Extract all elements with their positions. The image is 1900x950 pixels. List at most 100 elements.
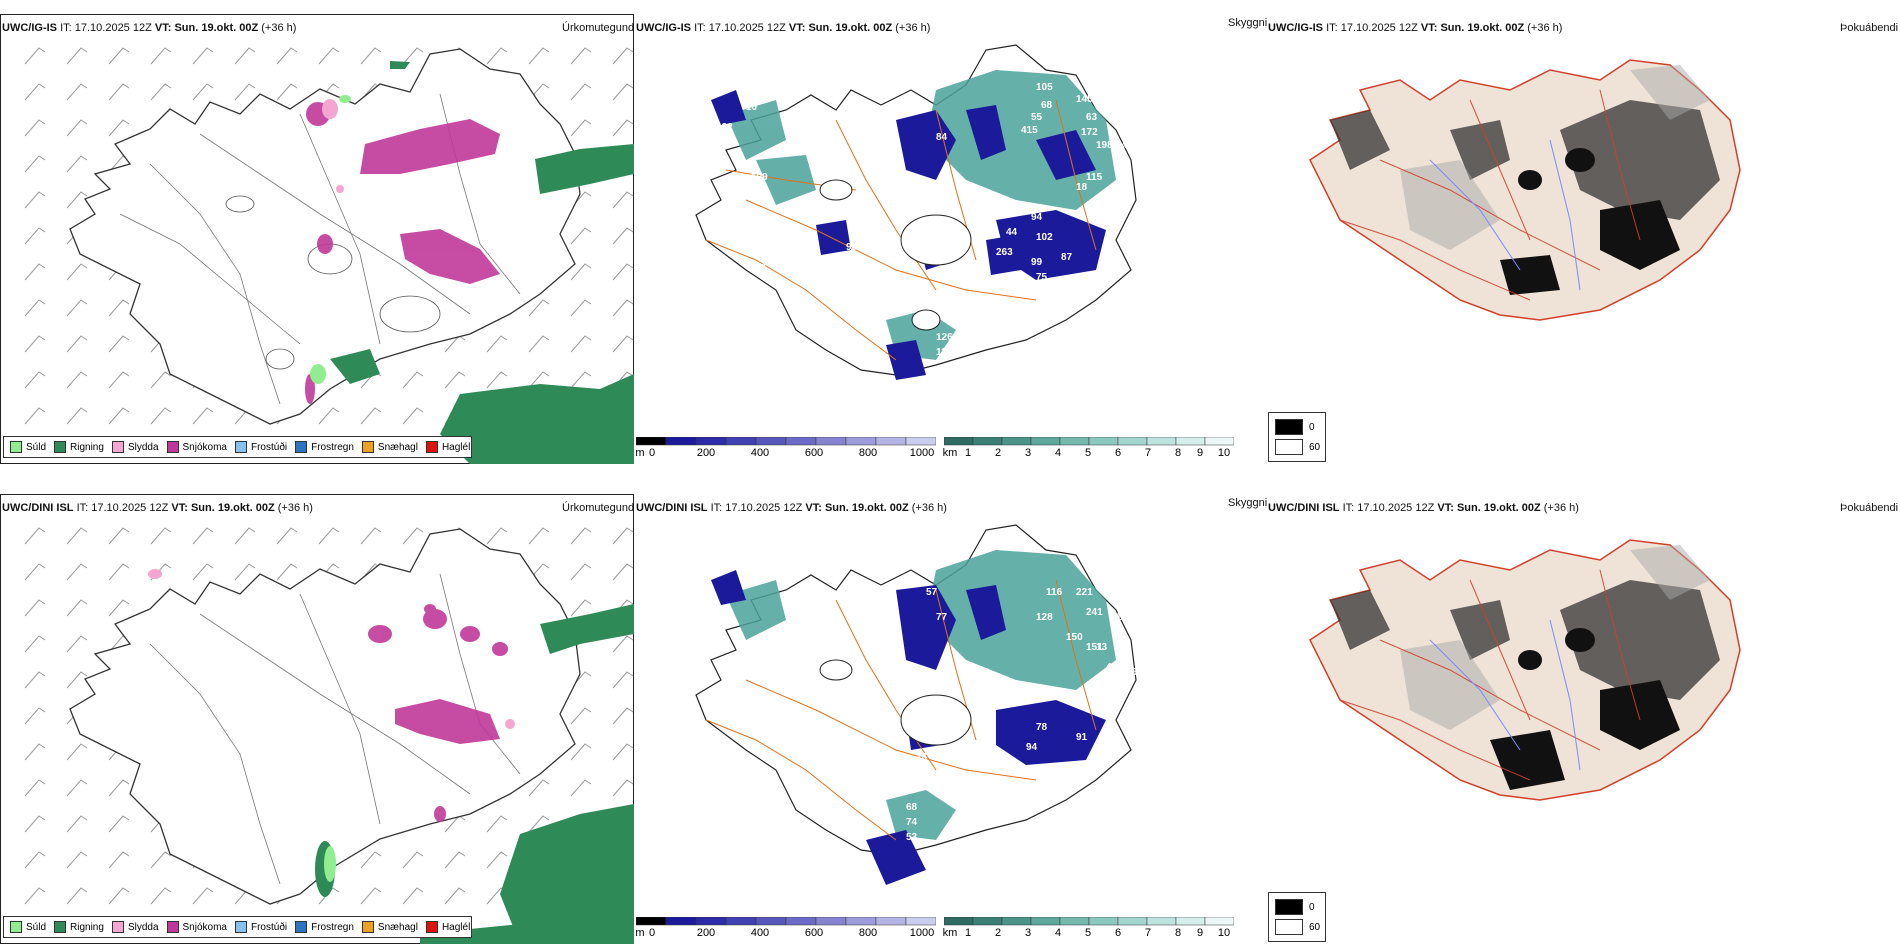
- wind-barb: [570, 371, 592, 389]
- scale-tick: 4: [1054, 447, 1062, 459]
- wind-barb: [360, 47, 382, 65]
- colorbar-segment: [944, 437, 974, 446]
- colorbar-segment: [905, 917, 936, 926]
- row1-vis-title: Skyggni: [1228, 17, 1268, 29]
- visibility-colorbar: [944, 437, 1234, 446]
- cloud-base-label: 109: [751, 172, 768, 183]
- wind-barb: [444, 851, 466, 869]
- wind-barb: [402, 527, 424, 545]
- colorbar-segment: [755, 917, 787, 926]
- scale-tick: 3: [1024, 447, 1032, 459]
- scale-tick: 10: [1217, 927, 1231, 939]
- wind-barb: [192, 887, 214, 905]
- wind-barb: [66, 851, 88, 869]
- wind-barb: [108, 335, 130, 353]
- row1-precip-map: [24, 47, 634, 464]
- cloud-base-label: 76: [916, 752, 928, 763]
- cloud-base-label: 91: [1076, 732, 1088, 743]
- wind-barb: [24, 407, 46, 425]
- scale-tick: 800: [858, 447, 878, 459]
- wind-barb: [108, 83, 130, 101]
- cloud-base-label: 63: [1086, 112, 1098, 123]
- scale-unit: m: [635, 447, 645, 459]
- wind-barb: [108, 371, 130, 389]
- cloud-base-label: 70: [1096, 702, 1108, 713]
- scale-tick: 9: [1196, 927, 1204, 939]
- wind-barb: [108, 407, 130, 425]
- wind-barb: [66, 335, 88, 353]
- cloud-base-label: 128: [761, 247, 778, 258]
- colorbar-segment: [1030, 437, 1061, 446]
- cloud-base-label: 75: [1036, 272, 1048, 283]
- wind-barb: [24, 155, 46, 173]
- wind-barb: [402, 47, 424, 65]
- wind-barb: [192, 563, 214, 581]
- wind-barb: [24, 599, 46, 617]
- cloud-base-label: 249: [1116, 140, 1133, 151]
- wind-barb: [612, 335, 634, 353]
- colorbar-segment: [1088, 917, 1119, 926]
- wind-barb: [360, 527, 382, 545]
- scale-tick: 6: [1114, 447, 1122, 459]
- row1-fog-map: [1309, 59, 1741, 321]
- legend-item: Frostúði: [234, 441, 287, 453]
- legend-item: Snæhagl: [361, 441, 418, 453]
- row2-precip-legend: Súld Rigning Slydda Snjókoma Frostúði Fr…: [3, 916, 472, 938]
- cloudbase-colorbar: [636, 917, 936, 926]
- colorbar-segment: [725, 917, 757, 926]
- scale-tick: 8: [1174, 927, 1182, 939]
- colorbar-segment: [845, 917, 877, 926]
- wind-barb: [108, 779, 130, 797]
- scale-tick: 2: [994, 447, 1002, 459]
- cloud-base-label: 415: [1021, 125, 1038, 136]
- wind-barb: [150, 851, 172, 869]
- row1-fog-header: UWC/IG-IS IT: 17.10.2025 12Z VT: Sun. 19…: [1268, 22, 1563, 34]
- wind-barb: [66, 815, 88, 833]
- wind-barb: [108, 119, 130, 137]
- legend-item: Súld: [10, 921, 46, 933]
- scale-tick: 200: [696, 927, 716, 939]
- legend-item: Rigning: [54, 921, 104, 933]
- wind-barb: [276, 83, 298, 101]
- row1-precip-header: UWC/IG-IS IT: 17.10.2025 12Z VT: Sun. 19…: [2, 22, 297, 34]
- scale-tick: 3: [1024, 927, 1032, 939]
- cloud-base-label: 78: [1036, 722, 1048, 733]
- wind-barb: [612, 191, 634, 209]
- legend-item: Haglél: [425, 441, 470, 453]
- row2-cloudbase-scale: m 0 200 400 600 800 1000: [635, 917, 936, 939]
- cloud-base-label: 23: [861, 267, 873, 278]
- wind-barb: [108, 815, 130, 833]
- legend-item: Rigning: [54, 441, 104, 453]
- wind-barb: [24, 299, 46, 317]
- wind-barb: [108, 851, 130, 869]
- cloud-base-label: 10: [746, 102, 758, 113]
- wind-barb: [570, 335, 592, 353]
- scale-tick: 7: [1144, 927, 1152, 939]
- wind-barb: [66, 563, 88, 581]
- colorbar-segment: [972, 437, 1003, 446]
- cloud-base-label: 150: [1066, 632, 1083, 643]
- wind-barb: [66, 635, 88, 653]
- wind-barb: [612, 779, 634, 797]
- wind-barb: [486, 371, 508, 389]
- colorbar-segment: [1204, 917, 1234, 926]
- scale-tick: 9: [1196, 447, 1204, 459]
- colorbar-segment: [636, 917, 667, 926]
- row2-fog-header: UWC/DINI ISL IT: 17.10.2025 12Z VT: Sun.…: [1268, 502, 1579, 514]
- wind-barb: [486, 527, 508, 545]
- row1-model: UWC/IG-IS: [2, 22, 57, 34]
- wind-barb: [24, 119, 46, 137]
- cloud-base-label: 128: [1036, 612, 1053, 623]
- wind-barb: [66, 743, 88, 761]
- wind-barb: [24, 635, 46, 653]
- cloud-base-label: 103: [1136, 157, 1153, 168]
- scale-tick: 4: [1054, 927, 1062, 939]
- wind-barb: [276, 47, 298, 65]
- legend-item: Snjókoma: [166, 921, 227, 933]
- cloud-base-label: 79: [876, 232, 888, 243]
- visibility-colorbar: [944, 917, 1234, 926]
- wind-barb: [612, 263, 634, 281]
- cloud-base-label: 151: [1086, 642, 1103, 653]
- colorbar-segment: [785, 917, 817, 926]
